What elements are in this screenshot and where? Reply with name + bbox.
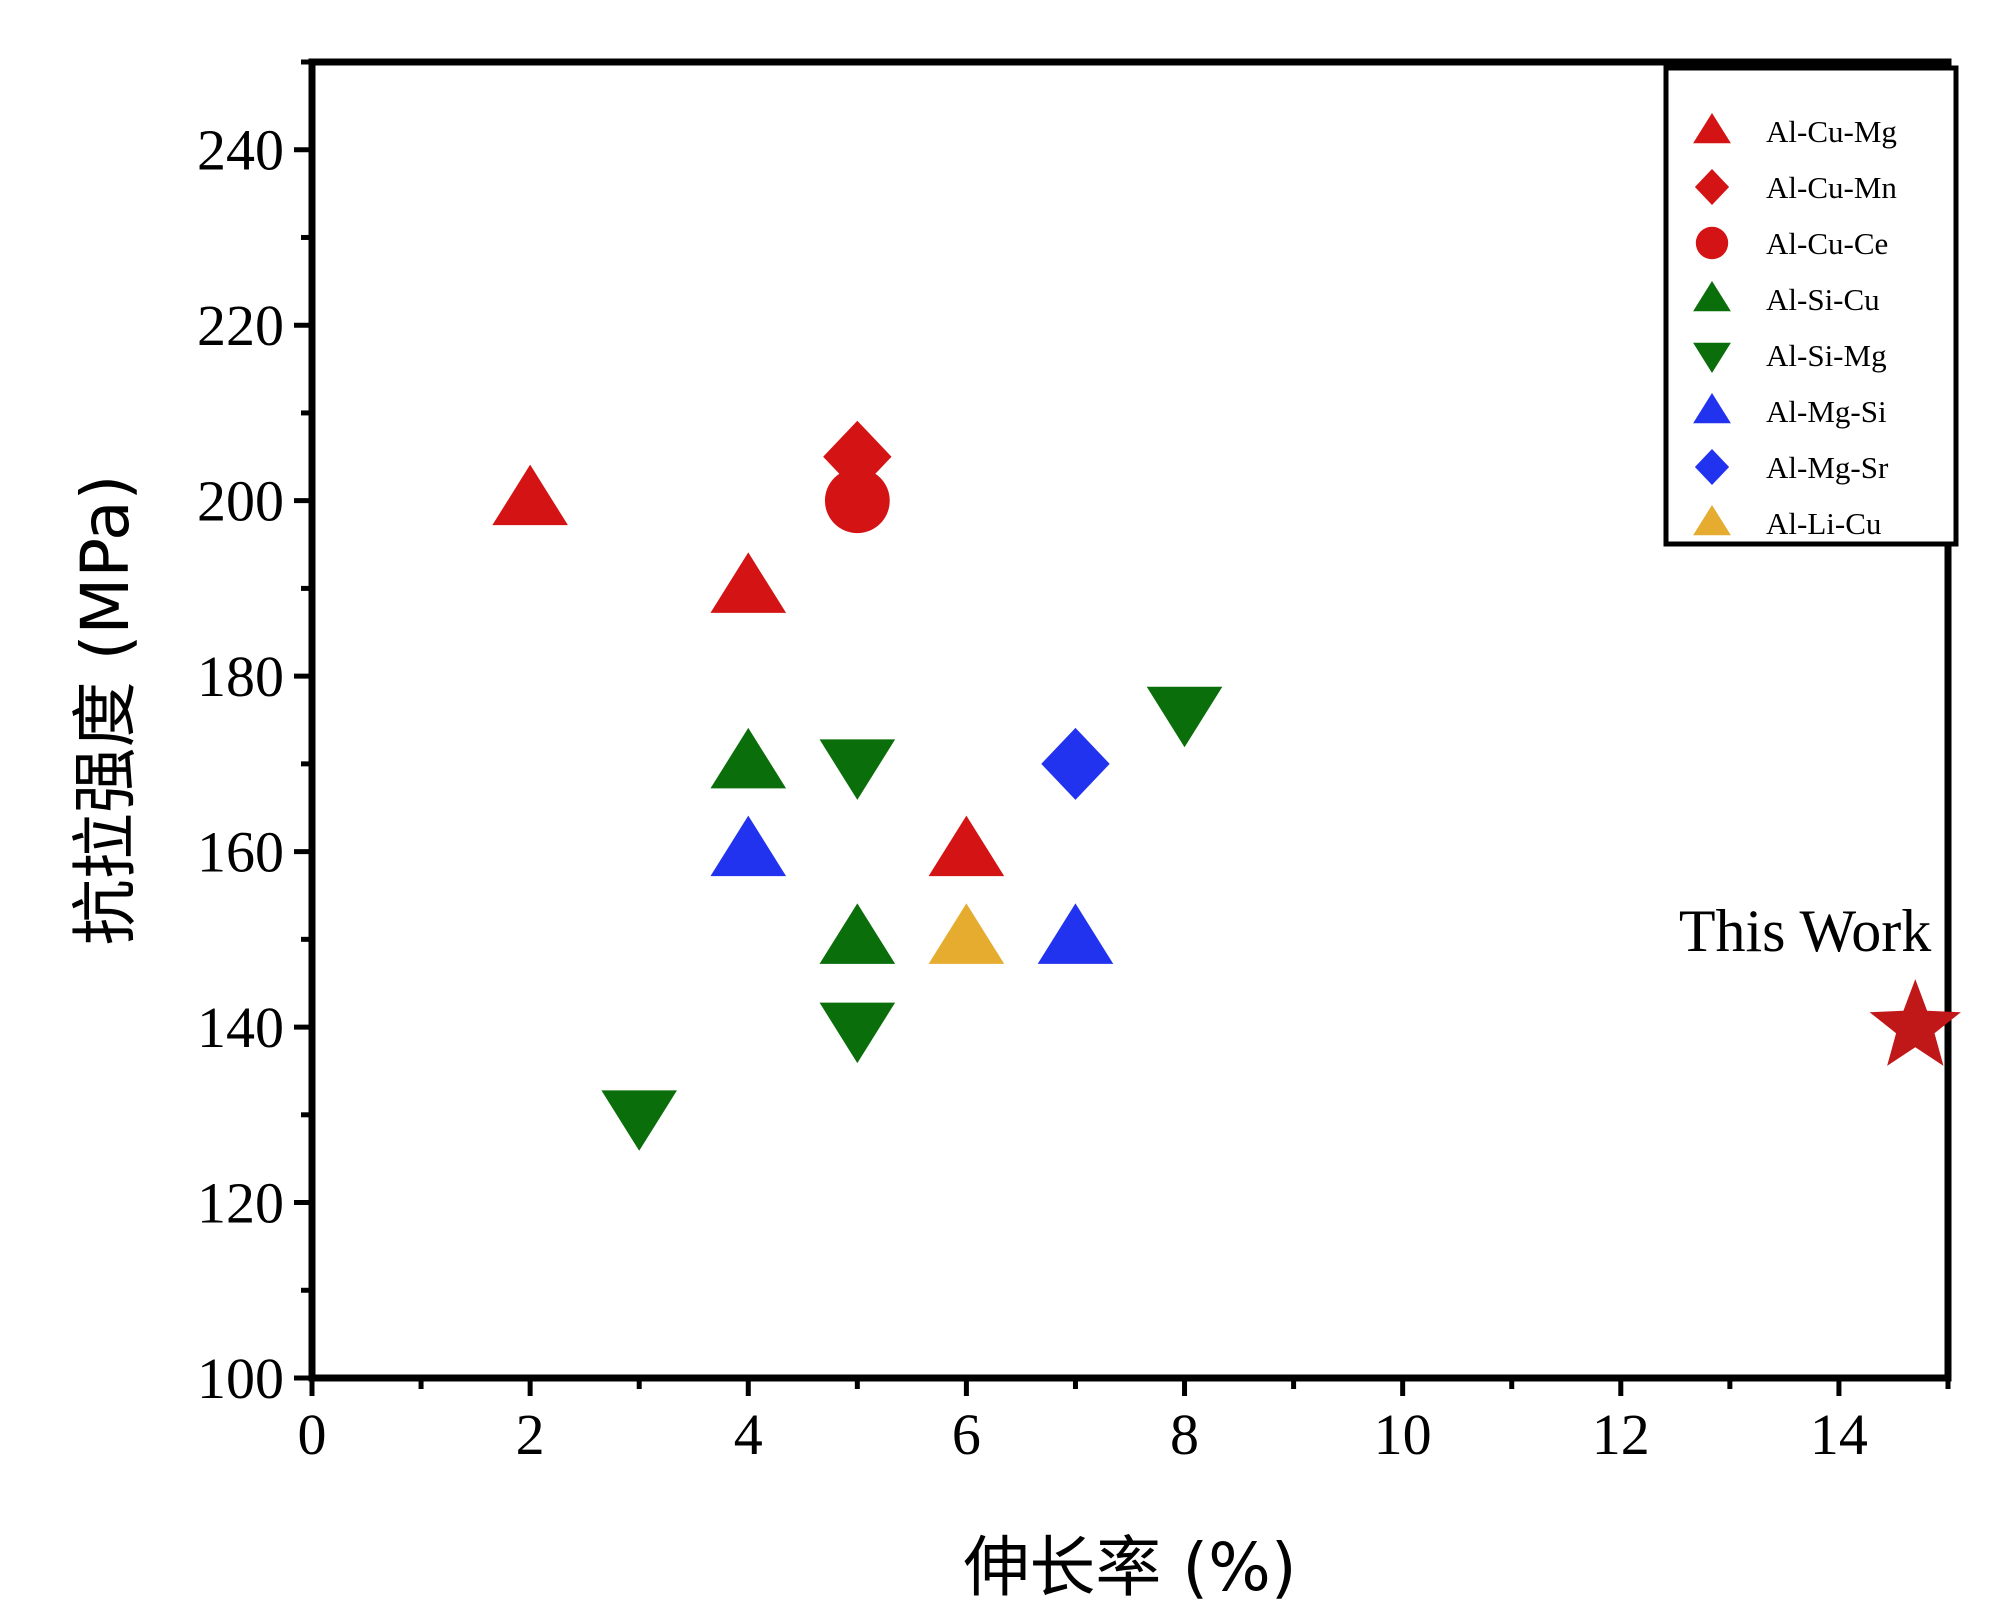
tick-labels: 0 2 4 6 8 10 12 14 100 120 140 160 180 200 220 240 xyxy=(197,118,1868,1467)
data-point xyxy=(819,739,896,800)
legend-label: Al-Si-Cu xyxy=(1766,282,1880,317)
y-tick-label: 160 xyxy=(197,820,284,885)
data-point xyxy=(710,815,787,877)
legend-marker xyxy=(1694,169,1730,205)
legend-label: Al-Cu-Mn xyxy=(1766,170,1897,205)
y-tick-label: 220 xyxy=(197,293,284,358)
x-tick-label: 12 xyxy=(1592,1402,1650,1467)
data-point xyxy=(1041,727,1110,800)
annotation-this-work: This Work xyxy=(1679,898,1931,964)
data-point xyxy=(1146,686,1223,748)
y-axis-title: 抗拉强度 (MPa) xyxy=(67,475,144,946)
x-tick-label: 10 xyxy=(1374,1402,1432,1467)
x-tick-label: 2 xyxy=(516,1402,545,1467)
data-point xyxy=(1037,903,1114,964)
legend-marker xyxy=(1693,505,1731,536)
legend-marker xyxy=(1694,449,1730,485)
axes xyxy=(308,58,1952,1382)
data-point xyxy=(819,1002,896,1064)
y-tick-label: 200 xyxy=(197,469,284,534)
highlight-group: This Work xyxy=(1679,898,1961,1066)
legend-marker xyxy=(1693,281,1731,312)
y-tick-label: 180 xyxy=(197,644,284,709)
data-point xyxy=(710,727,787,789)
legend-marker xyxy=(1693,393,1731,424)
data-point xyxy=(819,903,896,964)
x-tick-label: 14 xyxy=(1810,1402,1868,1467)
y-tick-label: 100 xyxy=(197,1346,284,1411)
x-tick-label: 8 xyxy=(1170,1402,1199,1467)
legend-marker xyxy=(1693,342,1731,373)
x-axis-title: 伸长率 (%) xyxy=(963,1529,1296,1606)
legend-label: Al-Li-Cu xyxy=(1766,506,1881,541)
legend-label: Al-Cu-Mg xyxy=(1766,114,1897,149)
legend-marker xyxy=(1695,226,1729,260)
x-tick-label: 6 xyxy=(952,1402,981,1467)
legend-label: Al-Cu-Ce xyxy=(1766,226,1888,261)
y-tick-label: 240 xyxy=(197,118,284,183)
data-point xyxy=(928,903,1005,964)
legend-marker xyxy=(1693,113,1731,144)
x-tick-label: 4 xyxy=(734,1402,763,1467)
data-point xyxy=(928,815,1005,877)
data-point xyxy=(492,464,568,526)
plot-frame xyxy=(308,58,1952,1382)
x-tick-label: 0 xyxy=(298,1402,327,1467)
tick-marks xyxy=(294,59,1951,1396)
legend-label: Al-Mg-Sr xyxy=(1766,450,1889,485)
data-point xyxy=(710,552,787,613)
y-tick-label: 140 xyxy=(197,995,284,1060)
legend: Al-Cu-Mg Al-Cu-Mn Al-Cu-Ce Al-Si-Cu Al-Si-Mg… xyxy=(1663,65,1959,547)
data-point xyxy=(601,1090,677,1151)
data-point xyxy=(824,468,890,534)
y-tick-label: 120 xyxy=(197,1171,284,1236)
highlight-star-marker xyxy=(1869,979,1961,1066)
legend-label: Al-Si-Mg xyxy=(1766,338,1887,373)
data-points xyxy=(492,420,1223,1151)
legend-label: Al-Mg-Si xyxy=(1766,394,1887,429)
